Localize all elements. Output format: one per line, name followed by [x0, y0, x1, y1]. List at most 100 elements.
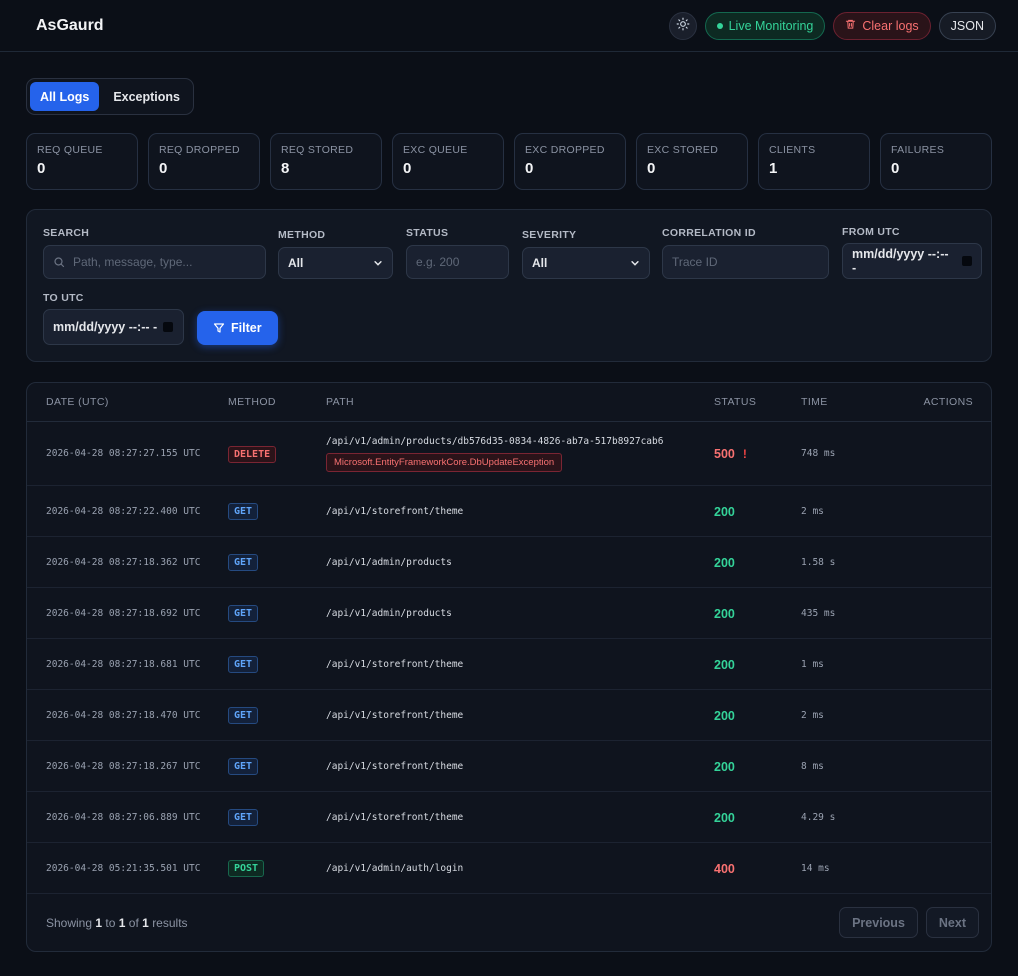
- previous-button[interactable]: Previous: [839, 907, 918, 938]
- search-input[interactable]: Path, message, type...: [43, 245, 266, 279]
- stat-value: 0: [891, 160, 900, 177]
- row-status: 400: [714, 861, 735, 876]
- method-badge: GET: [228, 503, 259, 520]
- status-placeholder: e.g. 200: [416, 255, 460, 269]
- stat-label: EXC STORED: [647, 144, 719, 156]
- next-button[interactable]: Next: [925, 907, 979, 938]
- column-header-actions: ACTIONS: [923, 396, 973, 408]
- top-bar: AsGaurd Live Monitoring: [0, 0, 1018, 52]
- logs-table: DATE (UTC) METHOD PATH STATUS TIME ACTIO…: [26, 382, 992, 952]
- method-badge: DELETE: [228, 445, 277, 463]
- log-tabs: All Logs Exceptions: [26, 78, 194, 115]
- table-row[interactable]: 2026-04-28 08:27:18.362 UTC GET /api/v1/…: [27, 537, 991, 588]
- trash-icon: [845, 18, 856, 33]
- calendar-icon[interactable]: [962, 256, 972, 266]
- row-path: /api/v1/storefront/theme: [326, 811, 464, 823]
- to-utc-label: TO UTC: [43, 292, 84, 304]
- stat-card: EXC STORED 0: [636, 133, 748, 190]
- method-badge: GET: [228, 554, 259, 571]
- column-header-time[interactable]: TIME: [801, 396, 828, 408]
- live-monitoring-button[interactable]: Live Monitoring: [704, 11, 826, 40]
- method-label: METHOD: [278, 229, 326, 241]
- severity-select[interactable]: All: [522, 247, 650, 279]
- row-time: 1.58 s: [801, 556, 836, 568]
- funnel-icon: [213, 322, 225, 334]
- correlation-id-input[interactable]: Trace ID: [662, 245, 829, 279]
- table-row[interactable]: 2026-04-28 08:27:18.681 UTC GET /api/v1/…: [27, 639, 991, 690]
- column-header-status[interactable]: STATUS: [714, 396, 757, 408]
- severity-value: All: [532, 256, 548, 270]
- row-path: /api/v1/storefront/theme: [326, 658, 464, 670]
- row-date: 2026-04-28 08:27:18.267 UTC: [46, 760, 201, 772]
- table-row[interactable]: 2026-04-28 08:27:18.267 UTC GET /api/v1/…: [27, 741, 991, 792]
- showing-results-word: results: [152, 915, 188, 930]
- filter-label: Filter: [231, 321, 262, 335]
- search-label: SEARCH: [43, 227, 90, 239]
- row-time: 4.29 s: [801, 811, 836, 823]
- correlation-label: CORRELATION ID: [662, 227, 756, 239]
- from-utc-value: mm/dd/yyyy --:-- -: [852, 247, 949, 275]
- to-utc-input[interactable]: mm/dd/yyyy --:-- -: [43, 309, 184, 345]
- row-date: 2026-04-28 08:27:06.889 UTC: [46, 811, 201, 823]
- showing-total: 1: [142, 915, 149, 930]
- stat-label: FAILURES: [891, 144, 945, 156]
- live-dot-icon: [716, 22, 723, 29]
- correlation-placeholder: Trace ID: [672, 255, 718, 269]
- showing-prefix: Showing: [46, 915, 93, 930]
- row-path: /api/v1/storefront/theme: [326, 709, 464, 721]
- stat-card: EXC DROPPED 0: [514, 133, 626, 190]
- column-header-date[interactable]: DATE (UTC): [46, 396, 109, 408]
- stat-card: EXC QUEUE 0: [392, 133, 504, 190]
- row-path: /api/v1/admin/auth/login: [326, 862, 464, 874]
- row-status: 200: [714, 810, 735, 825]
- clear-logs-button[interactable]: Clear logs: [833, 11, 931, 40]
- json-button[interactable]: JSON: [938, 11, 996, 40]
- stat-card: REQ DROPPED 0: [148, 133, 260, 190]
- calendar-icon[interactable]: [163, 322, 174, 332]
- row-path: /api/v1/admin/products: [326, 556, 452, 568]
- stat-value: 0: [403, 160, 412, 177]
- table-row[interactable]: 2026-04-28 08:27:18.470 UTC GET /api/v1/…: [27, 690, 991, 741]
- row-path: /api/v1/admin/products/db576d35-0834-482…: [326, 435, 664, 447]
- theme-toggle-button[interactable]: [668, 11, 697, 40]
- search-placeholder: Path, message, type...: [73, 255, 193, 269]
- from-utc-input[interactable]: mm/dd/yyyy --:-- -: [842, 243, 982, 279]
- filter-button[interactable]: Filter: [197, 311, 278, 345]
- method-badge: POST: [228, 860, 265, 877]
- stat-card: REQ STORED 8: [270, 133, 382, 190]
- showing-to-word: to: [105, 915, 116, 930]
- table-footer: Showing 1 to 1 of 1 results Previous Nex…: [27, 894, 991, 951]
- table-row[interactable]: 2026-04-28 08:27:22.400 UTC GET /api/v1/…: [27, 486, 991, 537]
- table-row[interactable]: 2026-04-28 08:27:18.692 UTC GET /api/v1/…: [27, 588, 991, 639]
- from-utc-label: FROM UTC: [842, 226, 900, 238]
- row-status: 200: [714, 504, 735, 519]
- showing-from: 1: [95, 915, 103, 930]
- search-icon: [53, 256, 65, 268]
- table-row[interactable]: 2026-04-28 08:27:06.889 UTC GET /api/v1/…: [27, 792, 991, 843]
- exception-tag[interactable]: Microsoft.EntityFrameworkCore.DbUpdateEx…: [326, 452, 563, 472]
- pagination-controls: Previous Next: [839, 907, 979, 938]
- status-label: STATUS: [406, 227, 449, 239]
- row-time: 2 ms: [801, 709, 824, 721]
- method-badge: GET: [228, 707, 259, 724]
- stat-label: EXC DROPPED: [525, 144, 605, 156]
- tab-exceptions[interactable]: Exceptions: [113, 89, 180, 104]
- error-flag-icon: !: [742, 447, 747, 461]
- status-input[interactable]: e.g. 200: [406, 245, 509, 279]
- method-badge: GET: [228, 656, 259, 673]
- row-status: 200: [714, 708, 735, 723]
- row-date: 2026-04-28 08:27:27.155 UTC: [46, 448, 201, 459]
- column-header-path[interactable]: PATH: [326, 396, 355, 408]
- stat-card: FAILURES 0: [880, 133, 992, 190]
- row-time: 748 ms: [801, 448, 836, 459]
- showing-to: 1: [118, 915, 126, 930]
- table-row[interactable]: 2026-04-28 08:27:27.155 UTC DELETE /api/…: [27, 422, 991, 486]
- row-status: 500: [714, 447, 735, 461]
- method-select[interactable]: All: [278, 247, 393, 279]
- tab-all-logs[interactable]: All Logs: [30, 82, 100, 111]
- clear-logs-label: Clear logs: [862, 18, 919, 33]
- column-header-method[interactable]: METHOD: [228, 396, 276, 408]
- top-actions: Live Monitoring Clear logs JSON: [668, 11, 996, 40]
- app-title: AsGaurd: [36, 16, 104, 34]
- table-row[interactable]: 2026-04-28 05:21:35.501 UTC POST /api/v1…: [27, 843, 991, 894]
